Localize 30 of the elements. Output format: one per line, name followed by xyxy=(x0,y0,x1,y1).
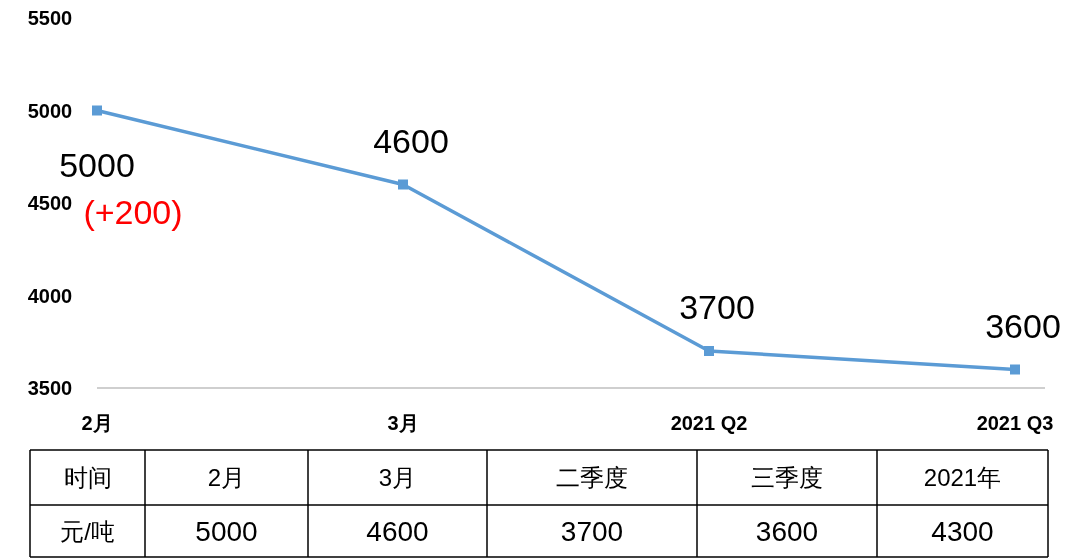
x-tick-label: 2021 Q3 xyxy=(976,412,1054,434)
y-tick-label: 3500 xyxy=(27,377,73,399)
category-label: 3月 xyxy=(378,464,417,492)
category-label: 2021年 xyxy=(923,464,1002,492)
point xyxy=(704,346,714,356)
data-label: 4600 xyxy=(366,516,429,548)
y-tick-label: 4000 xyxy=(27,284,73,307)
y-tick-label: 5000 xyxy=(27,99,73,122)
y-tick-label: 4500 xyxy=(27,192,73,214)
category-label: 二季度 xyxy=(556,464,628,492)
category-label: 2月 xyxy=(207,464,246,492)
category-label: 三季度 xyxy=(751,464,823,492)
data-label: 3600 xyxy=(985,306,1061,345)
x-tick-label: 2021 Q2 xyxy=(670,412,748,434)
data-label: 4300 xyxy=(931,516,994,548)
annotation: (+200) xyxy=(83,192,183,231)
data-label: 4600 xyxy=(373,121,449,160)
text: 时间 xyxy=(63,464,112,492)
point xyxy=(1010,364,1020,375)
data-label: 3700 xyxy=(679,288,755,326)
x-tick-label: 2月 xyxy=(81,412,113,434)
x-tick-label: 3月 xyxy=(387,412,419,434)
point xyxy=(92,105,102,116)
text: 元/吨 xyxy=(60,517,115,545)
point xyxy=(398,179,408,190)
data-label: 5000 xyxy=(195,516,258,548)
data-label: 5000 xyxy=(59,145,135,184)
data-label: 3700 xyxy=(560,516,624,548)
data-label: 3600 xyxy=(755,516,819,548)
y-tick-label: 5500 xyxy=(27,7,73,29)
